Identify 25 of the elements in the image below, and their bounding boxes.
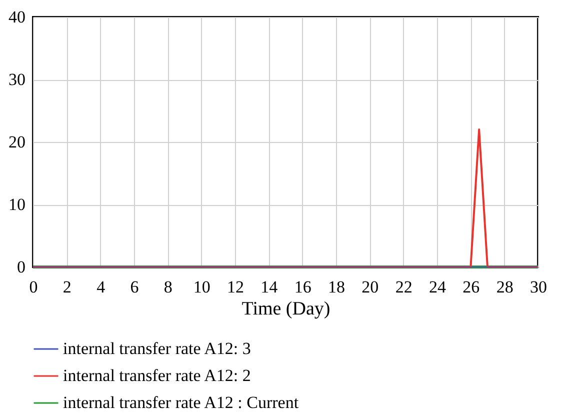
x-tick-label: 14 [260,278,278,296]
x-tick-label: 20 [362,278,379,296]
legend-label: internal transfer rate A12 : Current [63,393,299,412]
x-tick-label: 0 [29,278,38,296]
x-tick-label: 22 [395,278,412,296]
x-axis-title: Time (Day) [242,298,330,320]
legend-label: internal transfer rate A12: 2 [63,366,251,385]
x-tick-label: 16 [294,278,312,296]
y-tick-label: 20 [8,132,26,152]
x-tick-label: 6 [130,278,139,296]
legend-label: internal transfer rate A12: 3 [63,339,251,358]
x-tick-label: 24 [429,278,446,296]
y-tick-label: 30 [8,70,26,89]
y-tick-label: 0 [17,258,26,276]
x-tick-label: 8 [164,278,172,296]
x-tick-label: 30 [530,278,547,296]
x-tick-label: 18 [328,278,345,296]
x-tick-label: 26 [462,278,480,296]
x-tick-label: 10 [193,278,210,296]
x-tick-label: 28 [496,278,514,296]
x-tick-label: 2 [62,278,72,296]
y-tick-label: 40 [8,8,26,26]
x-tick-label: 12 [227,278,244,296]
y-tick-label: 10 [8,195,26,214]
x-tick-label: 4 [96,278,106,296]
